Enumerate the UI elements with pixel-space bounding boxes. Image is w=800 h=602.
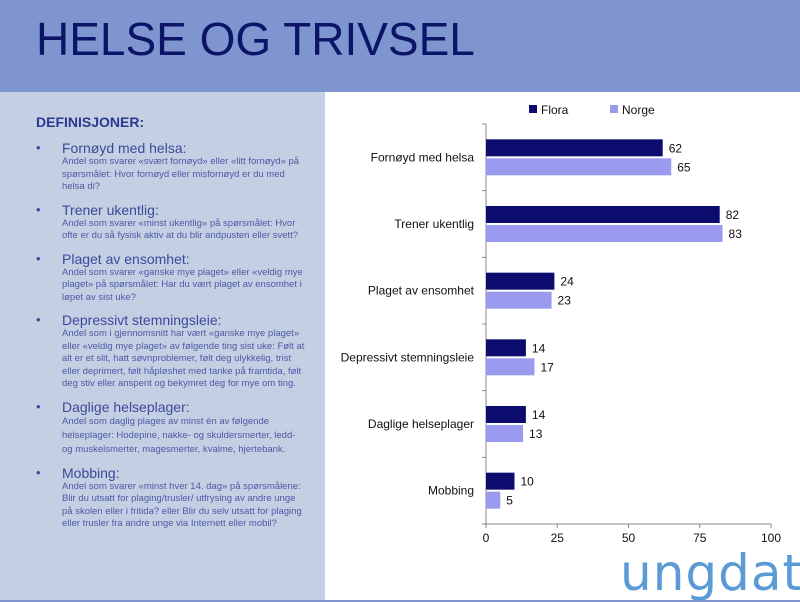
bullet-icon: • xyxy=(36,312,41,327)
page-title: HELSE OG TRIVSEL xyxy=(36,13,475,65)
x-tick-label: 100 xyxy=(761,531,781,545)
value-label: 14 xyxy=(532,408,546,422)
definition-text: Andel som i gjennomsnitt har vært «gansk… xyxy=(62,328,305,389)
bar-flora xyxy=(486,139,663,157)
definition-term: Trener ukentlig: xyxy=(62,201,159,218)
definition-item: • Plaget av ensomhet: Andel som svarer «ga… xyxy=(36,251,308,305)
title-bar: HELSE OG TRIVSEL xyxy=(0,0,800,92)
bullet-icon: • xyxy=(36,464,41,480)
value-label: 82 xyxy=(726,208,740,222)
value-label: 65 xyxy=(677,160,691,174)
bullet-icon: • xyxy=(36,140,41,155)
value-label: 10 xyxy=(521,475,535,489)
definition-item: • Mobbing: Andel som svarer «minst hver 14… xyxy=(36,465,308,531)
definition-term: Plaget av ensomhet: xyxy=(62,250,190,267)
bar-flora xyxy=(486,272,555,290)
x-tick-label: 75 xyxy=(693,531,707,545)
definition-item: • Depressivt stemningsleie: Andel som i gj… xyxy=(36,312,308,391)
chart-panel xyxy=(325,92,800,600)
legend-swatch xyxy=(610,105,618,113)
category-label: Plaget av ensomhet xyxy=(368,284,475,298)
definition-term: Depressivt stemningsleie: xyxy=(62,312,222,328)
bar-flora xyxy=(486,472,515,490)
value-label: 24 xyxy=(560,275,574,289)
definition-text: Andel som svarer «minst ukentlig» på spø… xyxy=(62,217,299,242)
category-label: Trener ukentlig xyxy=(394,217,474,231)
definition-term: Fornøyd med helsa: xyxy=(62,140,187,156)
ungdata-logo: ungdata xyxy=(620,544,800,602)
definition-item: • Fornøyd med helsa: Andel som svarer «svæ… xyxy=(36,140,308,194)
legend-label: Norge xyxy=(622,103,655,117)
definition-text: Andel som svarer «svært fornøyd» eller «… xyxy=(62,156,300,192)
legend-label: Flora xyxy=(541,103,569,117)
bar-norge xyxy=(486,291,552,309)
value-label: 5 xyxy=(506,494,513,508)
x-tick-label: 0 xyxy=(483,531,490,545)
definitions-list: • Fornøyd med helsa: Andel som svarer «svæ… xyxy=(36,140,308,539)
bar-norge xyxy=(486,425,524,442)
value-label: 14 xyxy=(532,341,546,355)
definition-text: Andel som svarer «minst hver 14. dag» på… xyxy=(62,480,302,530)
value-label: 83 xyxy=(729,227,743,241)
definition-term: Daglige helseplager: xyxy=(62,398,190,415)
category-label: Fornøyd med helsa xyxy=(371,150,475,164)
legend-swatch xyxy=(529,105,537,113)
definition-term: Mobbing: xyxy=(62,464,120,481)
definitions-panel xyxy=(0,92,325,600)
definition-text: Andel som daglig plages av minst én av f… xyxy=(62,415,296,455)
x-tick-label: 50 xyxy=(622,531,636,545)
definition-text: Andel som svarer «ganske mye plaget» ell… xyxy=(62,266,303,303)
bar-flora xyxy=(486,206,720,223)
category-label: Daglige helseplager xyxy=(368,417,474,431)
bar-flora xyxy=(486,406,526,423)
bullet-icon: • xyxy=(36,201,41,217)
category-label: Mobbing xyxy=(428,484,474,498)
value-label: 23 xyxy=(558,294,572,308)
bar-chart: Flora Norge 0 25 50 75 100 Fornøyd med helsa 62 6… xyxy=(341,103,782,545)
x-tick-label: 25 xyxy=(551,531,565,545)
bar-norge xyxy=(486,158,672,176)
definitions-heading: DEFINISJONER: xyxy=(36,114,145,130)
definition-item: • Daglige helseplager: Andel som daglig pl… xyxy=(36,399,308,457)
bullet-icon: • xyxy=(36,250,41,266)
value-label: 17 xyxy=(540,360,554,374)
value-label: 13 xyxy=(529,427,543,441)
category-label: Depressivt stemningsleie xyxy=(341,350,475,364)
definition-item: • Trener ukentlig: Andel som svarer «minst… xyxy=(36,202,308,243)
bar-norge xyxy=(486,225,723,242)
bar-flora xyxy=(486,339,526,357)
bar-norge xyxy=(486,358,535,376)
bar-norge xyxy=(486,491,501,509)
bullet-icon: • xyxy=(36,398,41,414)
value-label: 62 xyxy=(669,141,683,155)
